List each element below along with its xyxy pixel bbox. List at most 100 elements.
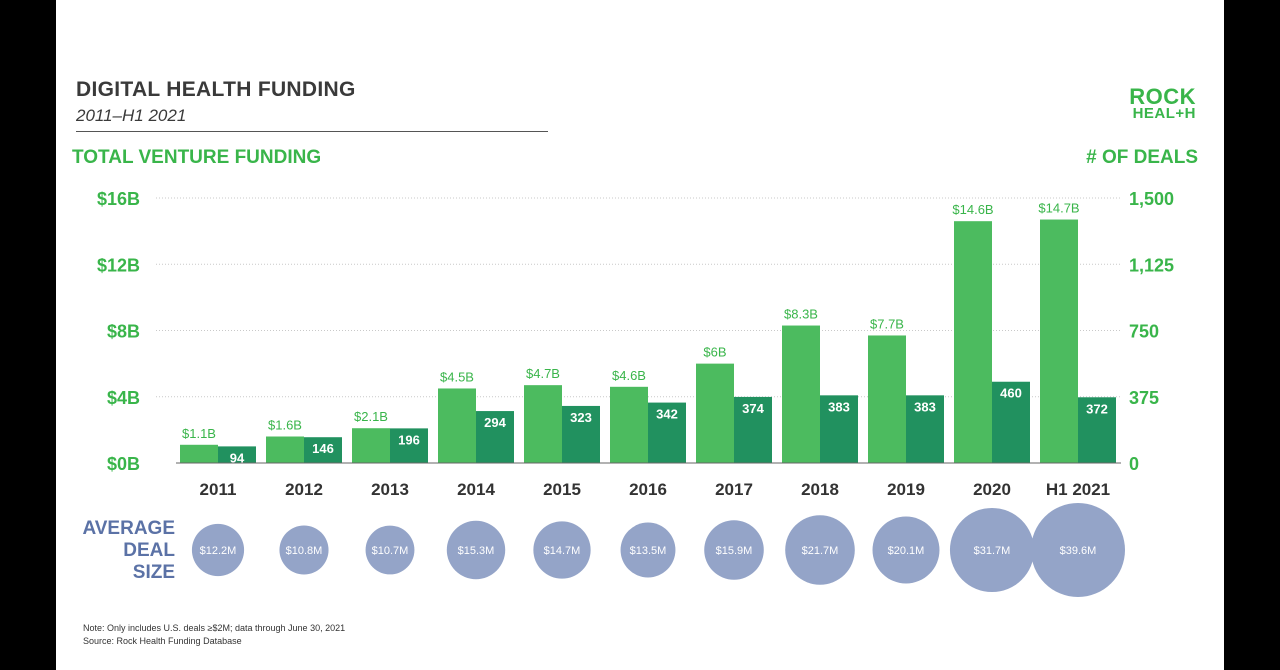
avg-deal-size-label: $13.5M bbox=[630, 545, 667, 557]
avg-label-line-3: SIZE bbox=[132, 562, 175, 583]
funding-data-label: $2.1B bbox=[354, 409, 388, 424]
avg-deal-size-bubble bbox=[785, 515, 855, 585]
deals-data-label: 460 bbox=[1000, 386, 1022, 401]
funding-data-label: $4.6B bbox=[612, 368, 646, 383]
avg-deal-size-label: $31.7M bbox=[974, 545, 1011, 557]
avg-deal-size-bubble bbox=[620, 522, 676, 578]
deals-bar bbox=[992, 381, 1030, 463]
deals-bar bbox=[1078, 397, 1116, 463]
deals-data-label: 94 bbox=[230, 450, 245, 465]
funding-data-label: $7.7B bbox=[870, 316, 904, 331]
right-tick-label: 375 bbox=[1129, 388, 1159, 408]
avg-deal-size-label: $15.3M bbox=[458, 545, 495, 557]
right-tick-label: 0 bbox=[1129, 454, 1139, 474]
deals-data-label: 383 bbox=[828, 399, 850, 414]
funding-bar bbox=[180, 444, 218, 463]
x-tick-label: 2017 bbox=[715, 480, 753, 499]
avg-deal-size-label: $20.1M bbox=[888, 545, 925, 557]
slide: DIGITAL HEALTH FUNDING 2011–H1 2021 ROCK… bbox=[56, 0, 1224, 670]
x-tick-label: 2019 bbox=[887, 480, 925, 499]
average-deal-size-label: AVERAGE DEAL SIZE bbox=[56, 518, 175, 584]
deals-bar bbox=[390, 428, 428, 463]
left-tick-label: $16B bbox=[97, 189, 140, 209]
funding-data-label: $1.1B bbox=[182, 426, 216, 441]
footnote-source: Source: Rock Health Funding Database bbox=[83, 636, 242, 646]
deals-bar bbox=[304, 437, 342, 463]
deals-data-label: 323 bbox=[570, 410, 592, 425]
funding-bar bbox=[610, 386, 648, 463]
deals-data-label: 372 bbox=[1086, 401, 1108, 416]
deals-data-label: 342 bbox=[656, 407, 678, 422]
logo-line-1: ROCK bbox=[1129, 84, 1196, 109]
right-tick-label: 1,500 bbox=[1129, 189, 1174, 209]
right-axis-title: # OF DEALS bbox=[1086, 147, 1198, 168]
funding-data-label: $4.5B bbox=[440, 369, 474, 384]
footnote-note: Note: Only includes U.S. deals ≥$2M; dat… bbox=[83, 623, 346, 633]
right-tick-label: 1,125 bbox=[1129, 255, 1174, 275]
avg-deal-size-label: $12.2M bbox=[200, 545, 237, 557]
funding-bar bbox=[352, 428, 390, 463]
avg-deal-size-bubble bbox=[191, 523, 245, 577]
avg-label-line-2: DEAL bbox=[123, 540, 175, 561]
funding-bar bbox=[524, 385, 562, 463]
avg-deal-size-bubble bbox=[446, 520, 506, 580]
x-tick-label: 2016 bbox=[629, 480, 667, 499]
deals-bar bbox=[906, 395, 944, 463]
x-tick-label: 2011 bbox=[200, 480, 237, 499]
avg-deal-size-bubble bbox=[533, 521, 591, 579]
x-tick-label: 2013 bbox=[371, 480, 409, 499]
avg-deal-size-label: $10.7M bbox=[372, 545, 409, 557]
funding-data-label: $6B bbox=[703, 345, 726, 360]
footnote: Note: Only includes U.S. deals ≥$2M; dat… bbox=[83, 622, 345, 648]
funding-data-label: $14.6B bbox=[952, 202, 993, 217]
funding-bar bbox=[868, 335, 906, 463]
x-tick-label: 2012 bbox=[285, 480, 323, 499]
deals-bar bbox=[820, 395, 858, 463]
funding-data-label: $8.3B bbox=[784, 307, 818, 322]
left-tick-label: $4B bbox=[107, 388, 140, 408]
avg-deal-size-label: $39.6M bbox=[1060, 545, 1097, 557]
x-tick-label: H1 2021 bbox=[1046, 480, 1110, 499]
x-tick-label: 2015 bbox=[543, 480, 581, 499]
funding-bar bbox=[266, 436, 304, 463]
avg-deal-size-bubble bbox=[1031, 503, 1125, 597]
funding-bar bbox=[1040, 219, 1078, 463]
avg-deal-size-bubble bbox=[704, 520, 764, 580]
avg-deal-size-label: $14.7M bbox=[544, 545, 581, 557]
deals-data-label: 383 bbox=[914, 399, 936, 414]
deals-data-label: 294 bbox=[484, 415, 506, 430]
deals-bar bbox=[648, 402, 686, 463]
avg-deal-size-bubble bbox=[279, 525, 329, 575]
left-axis-title: TOTAL VENTURE FUNDING bbox=[72, 147, 322, 168]
avg-deal-size-label: $15.9M bbox=[716, 545, 753, 557]
avg-deal-size-label: $10.8M bbox=[286, 545, 323, 557]
deals-data-label: 196 bbox=[398, 432, 420, 447]
funding-bar bbox=[782, 325, 820, 463]
deals-bar bbox=[476, 411, 514, 463]
chart-subtitle: 2011–H1 2021 bbox=[76, 106, 187, 125]
left-tick-label: $8B bbox=[107, 322, 140, 342]
avg-label-line-1: AVERAGE bbox=[82, 518, 175, 539]
funding-chart: $0B $4B $8B $12B $16B 0 375 750 1,125 1,500 $1.1B 9… bbox=[97, 189, 1174, 597]
avg-deal-size-label: $21.7M bbox=[802, 545, 839, 557]
x-tick-label: 2020 bbox=[973, 480, 1011, 499]
funding-bar bbox=[954, 221, 992, 463]
x-tick-label: 2018 bbox=[801, 480, 839, 499]
chart-title: DIGITAL HEALTH FUNDING bbox=[76, 78, 356, 101]
deals-data-label: 146 bbox=[312, 441, 334, 456]
deals-bar bbox=[218, 446, 256, 463]
left-tick-label: $0B bbox=[107, 454, 140, 474]
avg-deal-size-bubble bbox=[872, 516, 940, 584]
funding-data-label: $14.7B bbox=[1038, 201, 1079, 216]
title-divider bbox=[76, 131, 548, 132]
avg-deal-size-bubble bbox=[365, 525, 415, 575]
left-tick-label: $12B bbox=[97, 255, 140, 275]
deals-data-label: 374 bbox=[742, 401, 764, 416]
funding-bar bbox=[696, 363, 734, 463]
right-tick-label: 750 bbox=[1129, 322, 1159, 342]
funding-bar bbox=[438, 388, 476, 463]
deals-bar bbox=[562, 405, 600, 463]
deals-bar bbox=[734, 396, 772, 463]
funding-data-label: $1.6B bbox=[268, 418, 302, 433]
rock-health-logo: ROCK HEAL+H bbox=[1129, 84, 1196, 123]
